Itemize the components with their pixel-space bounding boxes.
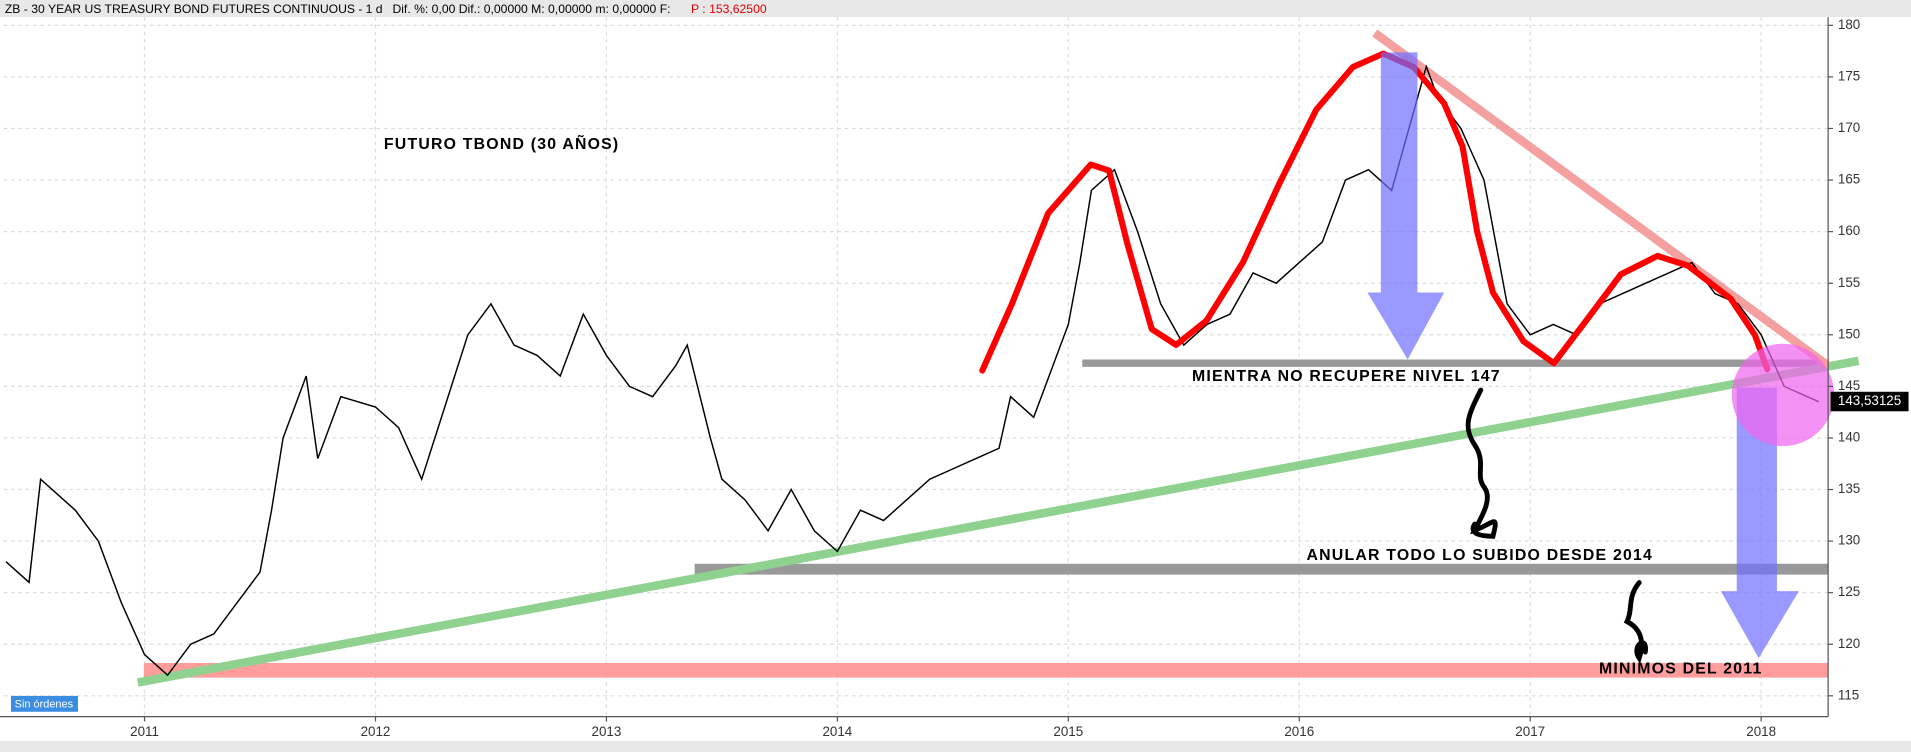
x-tick-label: 2012 (361, 724, 391, 739)
annotation: ANULAR TODO LO SUBIDO DESDE 2014 (1307, 547, 1654, 564)
y-tick-label: 145 (1838, 378, 1860, 393)
header-title: ZB - 30 YEAR US TREASURY BOND FUTURES CO… (5, 2, 363, 16)
header-bar (0, 0, 1911, 18)
x-tick-label: 2014 (822, 724, 852, 739)
x-tick-label: 2015 (1053, 724, 1083, 739)
y-tick-label: 175 (1838, 68, 1860, 83)
footer-bar (0, 741, 1911, 752)
y-tick-label: 165 (1838, 172, 1860, 187)
highlight-circle (1731, 343, 1835, 447)
price-line (5, 64, 1820, 677)
y-tick-label: 135 (1838, 481, 1860, 496)
y-tick-label: 180 (1838, 17, 1860, 32)
axes: 115 120 125 130 135 140 145 150 155 160 165 170 175 1… (130, 17, 1909, 739)
y-tick-label: 140 (1838, 429, 1860, 444)
y-tick-label: 170 (1838, 120, 1860, 135)
y-tick-label: 120 (1838, 636, 1860, 651)
header-interval: 1 d (366, 2, 383, 16)
y-tick-label: 115 (1838, 687, 1859, 702)
header-stats: Dif. %: 0,00 Dif.: 0,00000 M: 0,00000 m:… (392, 2, 670, 16)
series (5, 64, 1820, 677)
y-tick-label: 150 (1838, 326, 1860, 341)
trend-line (136, 356, 1860, 687)
x-tick-label: 2011 (130, 724, 159, 739)
support-band (143, 663, 1829, 678)
header-price: P : 153,62500 (691, 2, 767, 16)
arrow (1720, 387, 1799, 659)
order-badge (10, 695, 78, 712)
arrow (1367, 52, 1445, 360)
x-tick-label: 2016 (1284, 724, 1314, 739)
annotation: FUTURO TBOND (30 AÑOS) (384, 133, 620, 153)
annotation: MINIMOS DEL 2011 (1599, 660, 1762, 677)
y-tick-label: 155 (1838, 275, 1860, 290)
last-price-box (1830, 391, 1909, 412)
squiggle (1465, 387, 1498, 539)
x-tick-label: 2018 (1746, 724, 1776, 739)
y-tick-label: 125 (1838, 584, 1860, 599)
y-tick-label: 160 (1838, 223, 1860, 238)
last-price-label: 143,53125 (1838, 393, 1901, 408)
order-status: Sin órdenes (15, 698, 74, 710)
x-tick-label: 2013 (592, 724, 622, 739)
trend-line (1372, 29, 1831, 370)
squiggle (1623, 580, 1648, 664)
annotation: MIENTRA NO RECUPERE NIVEL 147 (1192, 368, 1501, 385)
x-tick-label: 2017 (1515, 724, 1545, 739)
y-tick-label: 130 (1838, 533, 1860, 548)
